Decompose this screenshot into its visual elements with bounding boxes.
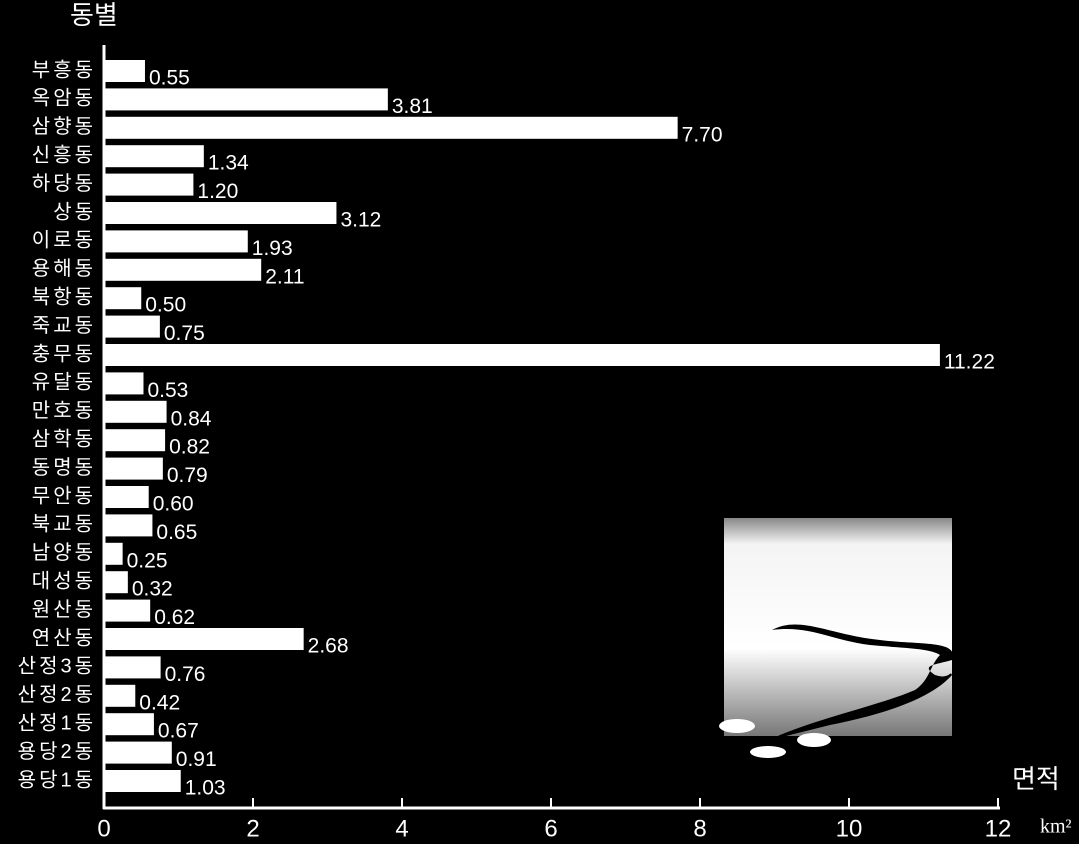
y-tick-label: 무안동: [32, 484, 96, 507]
y-tick-label: 만호동: [32, 399, 96, 422]
value-label: 0.84: [171, 407, 212, 430]
value-label: 3.12: [340, 209, 381, 232]
y-tick-label: 북교동: [32, 514, 96, 536]
bar: [104, 770, 181, 792]
bar: [104, 315, 160, 338]
y-tick-label: 이로동: [32, 229, 96, 252]
bar: [104, 571, 128, 594]
bar: [104, 230, 248, 253]
bar: [104, 88, 388, 111]
x-tick-label: 0: [97, 815, 110, 842]
bar: [104, 400, 167, 423]
bar: [104, 713, 154, 736]
y-tick-label: 북항동: [32, 285, 96, 308]
bar: [104, 372, 144, 395]
value-label: 2.11: [265, 265, 304, 288]
y-tick-label: 원산동: [32, 598, 96, 621]
value-label: 0.82: [169, 436, 210, 459]
value-label: 0.25: [127, 549, 168, 572]
bar: [104, 429, 166, 452]
y-tick-label: 옥암동: [32, 87, 96, 110]
x-tick-label: 6: [544, 815, 557, 842]
value-label: 7.70: [682, 123, 723, 146]
illustration: [719, 518, 954, 758]
bar: [104, 542, 123, 565]
bar: [104, 287, 142, 310]
x-tick-label: 10: [836, 815, 863, 842]
value-label: 3.81: [392, 95, 433, 118]
value-label: 0.55: [149, 67, 190, 90]
bar: [104, 514, 153, 537]
value-label: 0.67: [158, 720, 199, 743]
bar: [104, 116, 678, 139]
x-tick-label: 2: [246, 815, 259, 842]
y-tick-label: 산정1동: [18, 711, 96, 734]
bar: [104, 457, 163, 480]
value-label: 0.42: [139, 691, 180, 714]
bar: [104, 656, 161, 679]
y-tick-label: 산정2동: [18, 683, 96, 706]
y-tick-label: 연산동: [32, 626, 96, 649]
y-axis-title: 동별: [70, 1, 118, 30]
bar: [104, 684, 136, 707]
bar: [104, 145, 204, 168]
y-tick-label: 용당1동: [18, 768, 96, 791]
bar: [104, 599, 151, 622]
bar: [104, 486, 149, 508]
bar: [104, 173, 194, 196]
y-tick-label: 삼향동: [32, 115, 96, 138]
bar: [104, 344, 940, 366]
y-tick-label: 부흥동: [32, 58, 96, 81]
value-label: 1.93: [252, 237, 293, 260]
value-label: 0.65: [156, 521, 197, 544]
y-tick-label: 용당2동: [18, 740, 96, 763]
value-label: 1.34: [208, 152, 249, 175]
y-tick-label: 유달동: [32, 371, 96, 394]
bar: [104, 202, 337, 224]
x-unit: km²: [1040, 816, 1072, 838]
value-label: 0.50: [145, 294, 186, 317]
y-tick-label: 하당동: [32, 172, 96, 195]
y-tick-label: 동명동: [32, 456, 96, 479]
value-label: 0.76: [165, 663, 206, 686]
value-label: 0.32: [132, 578, 173, 601]
value-label: 1.03: [185, 777, 226, 800]
y-tick-label: 대성동: [32, 569, 96, 592]
x-tick-label: 8: [693, 815, 706, 842]
y-tick-label: 산정3동: [18, 655, 96, 678]
value-label: 11.22: [944, 351, 995, 374]
y-tick-label: 충무동: [32, 342, 96, 365]
x-tick-label: 12: [985, 815, 1012, 842]
value-label: 1.20: [197, 180, 238, 203]
bar: [104, 258, 262, 281]
value-label: 0.91: [176, 748, 217, 771]
value-label: 2.68: [308, 635, 349, 658]
value-label: 0.60: [153, 493, 194, 516]
bar: [104, 741, 172, 764]
y-tick-label: 남양동: [32, 541, 96, 564]
value-label: 0.79: [167, 464, 208, 487]
value-label: 0.75: [164, 322, 205, 345]
y-tick-label: 용해동: [32, 257, 96, 280]
x-tick-label: 4: [395, 815, 408, 842]
value-label: 0.62: [154, 606, 195, 629]
y-tick-label: 상동: [53, 200, 96, 223]
y-tick-label: 삼학동: [32, 427, 96, 450]
bar: [104, 60, 145, 82]
bar: [104, 628, 304, 650]
y-tick-label: 신흥동: [32, 143, 96, 166]
x-axis-title: 면적: [1012, 765, 1060, 794]
y-tick-label: 죽교동: [32, 315, 96, 337]
value-label: 0.53: [147, 379, 188, 402]
